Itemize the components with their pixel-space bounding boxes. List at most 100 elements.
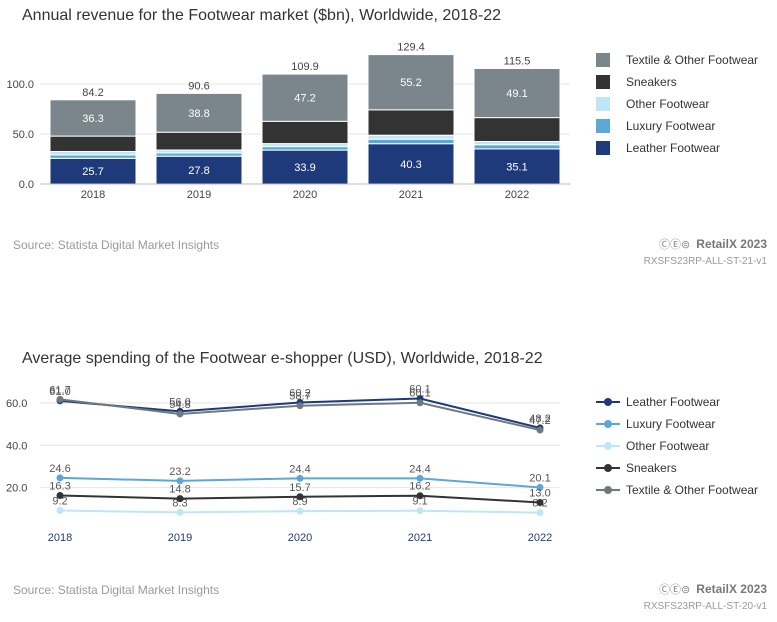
legend-item-sneakers: Sneakers (596, 457, 758, 479)
bar-total-label: 115.5 (504, 56, 531, 68)
point-value-label: 20.1 (529, 472, 550, 484)
legend-item-luxury-footwear: Luxury Footwear (596, 115, 758, 137)
legend-label: Other Footwear (626, 439, 710, 453)
legend-swatch (596, 439, 620, 453)
brand-name: RetailX 2023 (696, 582, 767, 596)
point-luxury-footwear (56, 474, 64, 482)
y-tick-label: 60.0 (6, 398, 27, 410)
point-textile-and-other-footwear (536, 426, 544, 434)
bar-value-label: 35.1 (506, 161, 527, 173)
point-value-label: 60.2 (289, 388, 310, 400)
legend-label: Textile & Other Footwear (626, 53, 759, 67)
chart-code: RXSFS23RP-ALL-ST-21-v1 (643, 256, 767, 267)
revenue-bar-chart: 0.0 50.0 100.0 25.7 36.3 84.2 2018 27.8 38.8 90.6… (6, 42, 570, 201)
point-value-label: 58.7 (289, 391, 310, 403)
legend-label: Leather Footwear (626, 395, 721, 409)
point-value-label: 60.1 (409, 388, 430, 400)
bar-total-label: 90.6 (188, 80, 209, 92)
point-other-footwear (296, 507, 304, 515)
x-tick-label: 2020 (288, 532, 312, 544)
bar-value-label: 25.7 (82, 166, 103, 178)
bar-textile-and-other-footwear (155, 92, 243, 133)
point-value-label: 9.2 (52, 496, 67, 508)
point-value-label: 16.3 (49, 480, 70, 492)
bar-value-label: 40.3 (400, 159, 421, 171)
y-tick-label: 20.0 (6, 483, 27, 495)
bar-leather-footwear (261, 149, 349, 185)
point-luxury-footwear (296, 474, 304, 482)
point-value-label: 14.8 (169, 484, 190, 496)
point-value-label: 24.4 (289, 463, 310, 475)
spending-chart-panel: Average spending of the Footwear e-shopp… (0, 340, 777, 622)
x-tick-label: 2022 (528, 532, 552, 544)
creative-commons-icon: ⒸⒺ⊜ (659, 239, 691, 251)
x-tick-label: 2020 (293, 189, 317, 201)
point-sneakers (176, 495, 184, 503)
legend-swatch (596, 141, 610, 155)
bar-total-label: 129.4 (397, 42, 425, 54)
legend-item-sneakers: Sneakers (596, 71, 758, 93)
point-value-label: 15.7 (289, 482, 310, 494)
spending-line-chart: 20.0 40.0 60.0 2018 2019 2020 2021 2022 61.0 56.0… (6, 383, 560, 544)
bar-total-label: 109.9 (291, 61, 319, 73)
y-tick-label: 100.0 (6, 79, 34, 91)
legend-swatch (596, 483, 620, 497)
point-luxury-footwear (536, 483, 544, 491)
bar-sneakers (49, 135, 137, 153)
bar-total-label: 84.2 (82, 87, 103, 99)
bar-value-label: 36.3 (82, 113, 103, 125)
chart-title: Average spending of the Footwear e-shopp… (22, 350, 543, 367)
point-value-label: 23.2 (169, 466, 190, 478)
point-luxury-footwear (176, 477, 184, 485)
point-value-label: 60.1 (409, 383, 430, 395)
point-other-footwear (536, 509, 544, 517)
y-tick-label: 50.0 (13, 129, 34, 141)
bar-luxury-footwear (49, 154, 137, 159)
bar-luxury-footwear (367, 138, 455, 145)
chart-title: Annual revenue for the Footwear market (… (22, 7, 502, 24)
legend-label: Sneakers (626, 75, 677, 89)
bar-luxury-footwear (261, 146, 349, 151)
bar-sneakers (473, 117, 561, 142)
revenue-chart-panel: Annual revenue for the Footwear market (… (0, 0, 777, 280)
legend-label: Sneakers (626, 461, 677, 475)
point-other-footwear (416, 507, 424, 515)
bar-other-footwear (367, 134, 455, 140)
point-value-label: 16.2 (409, 481, 430, 493)
point-value-label: 8.3 (172, 497, 187, 509)
legend-item-leather-footwear: Leather Footwear (596, 137, 758, 159)
brand-block: ⒸⒺ⊜ RetailX 2023 RXSFS23RP-ALL-ST-20-v1 (644, 581, 767, 612)
bar-value-label: 47.2 (294, 93, 315, 105)
bar-sneakers (155, 131, 243, 151)
legend-swatch (596, 461, 620, 475)
point-textile-and-other-footwear (176, 410, 184, 418)
legend-swatch (596, 97, 610, 111)
x-tick-label: 2018 (81, 189, 105, 201)
point-value-label: 13.0 (529, 487, 550, 499)
bar-sneakers (261, 120, 349, 145)
point-sneakers (416, 492, 424, 500)
point-value-label: 24.6 (49, 463, 70, 475)
bar-other-footwear (49, 151, 137, 156)
legend-item-other-footwear: Other Footwear (596, 435, 758, 457)
point-other-footwear (176, 508, 184, 516)
bar-leather-footwear (155, 155, 243, 185)
legend-label: Leather Footwear (626, 141, 721, 155)
legend-item-other-footwear: Other Footwear (596, 93, 758, 115)
x-tick-label: 2021 (399, 189, 423, 201)
y-tick-label: 0.0 (19, 179, 34, 191)
legend-swatch (596, 53, 610, 67)
legend-label: Luxury Footwear (626, 119, 716, 133)
bar-value-label: 49.1 (506, 88, 527, 100)
legend-swatch (596, 119, 610, 133)
legend-swatch (596, 395, 620, 409)
bar-leather-footwear (367, 143, 455, 185)
point-sneakers (536, 498, 544, 506)
point-luxury-footwear (416, 474, 424, 482)
bar-value-label: 38.8 (188, 108, 209, 120)
x-tick-label: 2022 (505, 189, 529, 201)
point-sneakers (56, 491, 64, 499)
point-value-label: 8.9 (292, 496, 307, 508)
source-text: Source: Statista Digital Market Insights (13, 238, 220, 252)
bar-sneakers (367, 109, 455, 136)
